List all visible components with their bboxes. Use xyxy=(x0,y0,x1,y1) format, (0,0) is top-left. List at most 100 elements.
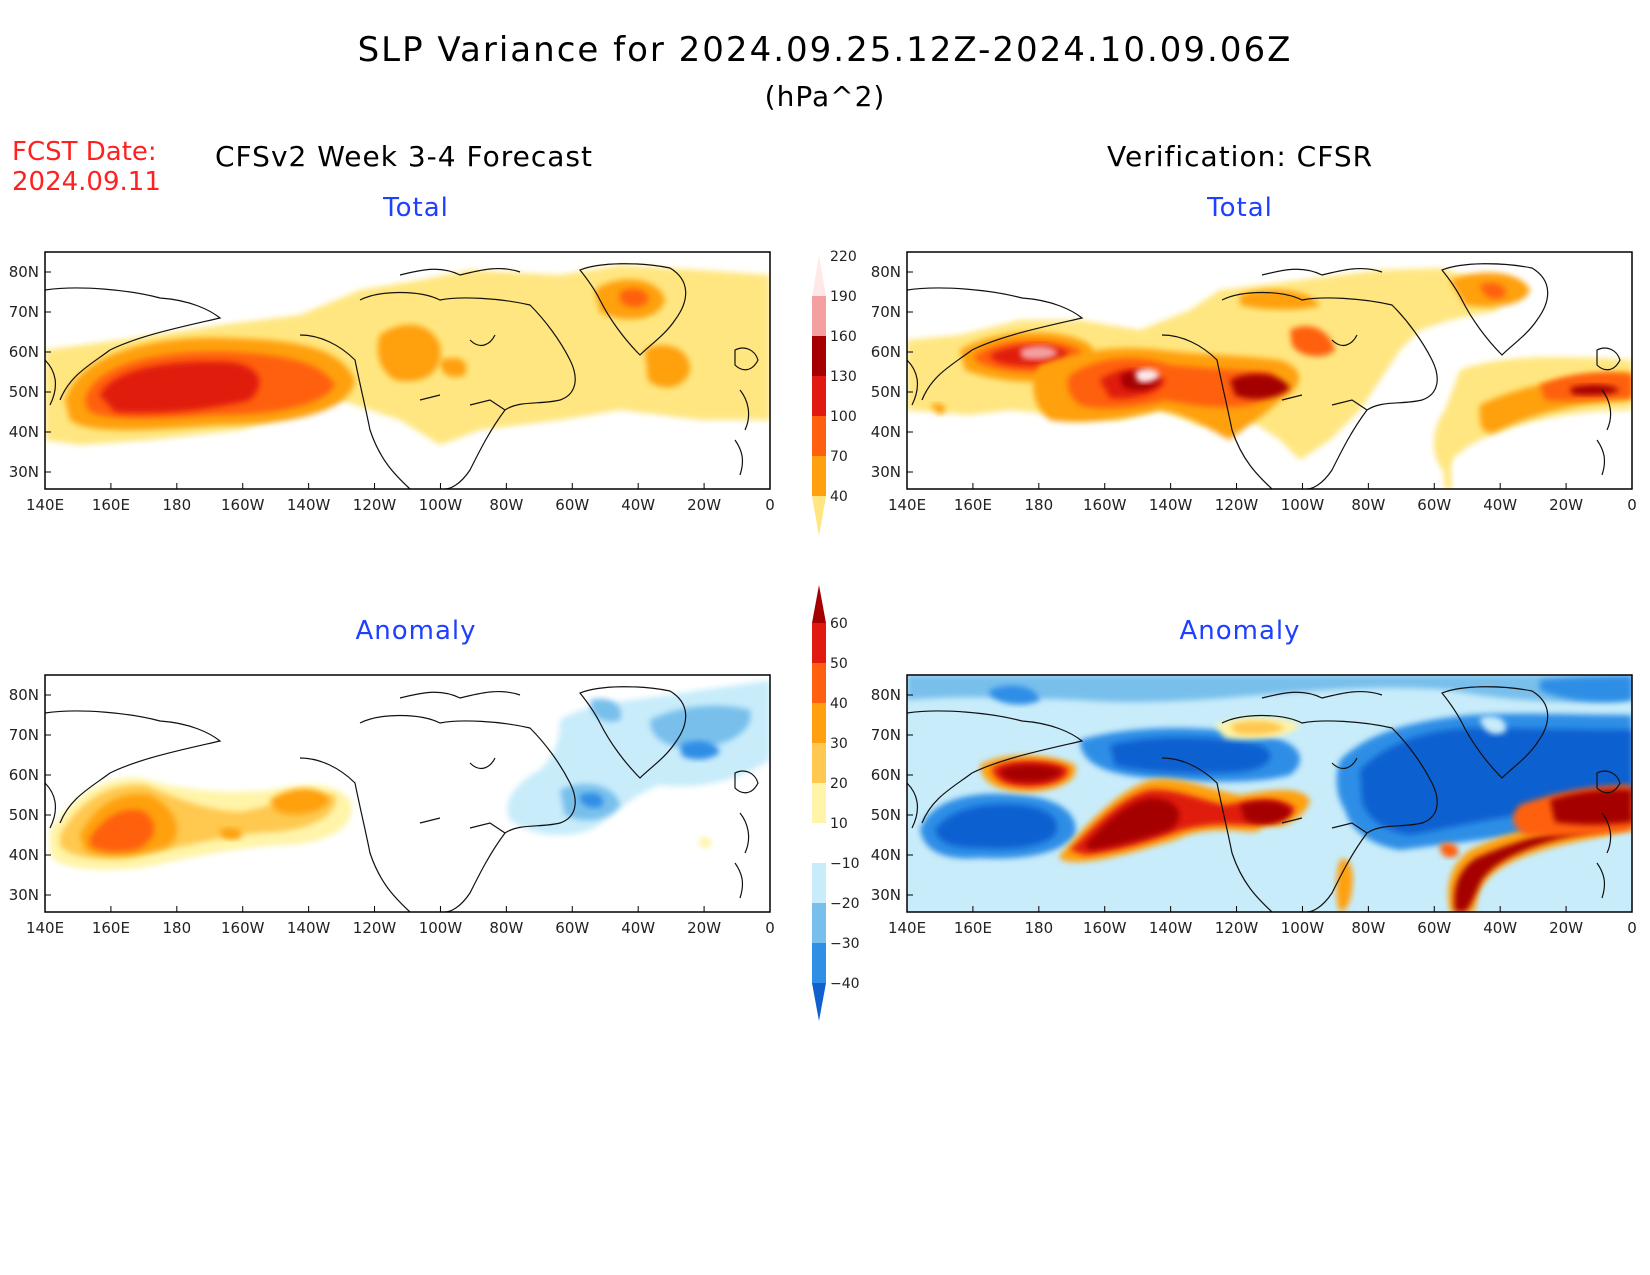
anomaly-colorbar: −40 −30 −20 −10 10 20 30 40 50 60 xyxy=(812,585,860,1021)
lon-tick-label: 80W xyxy=(489,919,523,937)
lat-tick-label: 30N xyxy=(871,463,901,481)
colorbar-tick-label: 160 xyxy=(830,329,857,345)
colorbar-tick-label: 100 xyxy=(830,409,857,425)
colorbar-band xyxy=(812,456,826,496)
lat-tick-label: 60N xyxy=(871,343,901,361)
forecast-total-field xyxy=(45,252,770,489)
lon-tick-label: 120W xyxy=(353,919,397,937)
forecast-date-value: 2024.09.11 xyxy=(12,167,161,197)
forecast-date-label: FCST Date: xyxy=(12,137,157,167)
verification-anomaly-lat-ticks: 80N 70N 60N 50N 40N 30N xyxy=(871,686,913,904)
colorbar-tick-label: 10 xyxy=(830,816,848,832)
lat-tick-label: 80N xyxy=(9,263,39,281)
lat-tick-label: 40N xyxy=(871,846,901,864)
forecast-date: FCST Date: 2024.09.11 xyxy=(12,137,161,197)
lon-tick-label: 60W xyxy=(555,496,589,514)
colorbar-tick-label: 130 xyxy=(830,369,857,385)
lon-tick-label: 60W xyxy=(1417,919,1451,937)
forecast-anomaly-frame xyxy=(44,674,771,913)
lon-tick-label: 20W xyxy=(687,496,721,514)
lon-tick-label: 180 xyxy=(162,496,191,514)
forecast-total-frame xyxy=(44,251,771,490)
colorbar-band xyxy=(812,336,826,376)
lon-tick-label: 180 xyxy=(162,919,191,937)
lon-tick-label: 160E xyxy=(92,919,130,937)
lon-tick-label: 120W xyxy=(1215,496,1259,514)
colorbar-tick-label: −40 xyxy=(830,976,860,992)
lon-tick-label: 160W xyxy=(1083,496,1127,514)
lon-tick-label: 160W xyxy=(221,496,265,514)
lon-tick-label: 140E xyxy=(888,496,926,514)
verification-anomaly-frame xyxy=(906,674,1633,913)
verification-anomaly-lon-ticks: 140E 160E 180 160W 140W 120W 100W 80W 60W 40W 20W 0 xyxy=(888,906,1637,937)
colorbar-band xyxy=(812,663,826,703)
colorbar-band xyxy=(812,416,826,456)
verification-anomaly-map: 140E 160E 180 160W 140W 120W 100W 80W 60W 40W 20W 0… xyxy=(871,674,1637,937)
colorbar-tick-label: 60 xyxy=(830,616,848,632)
lat-tick-label: 40N xyxy=(9,846,39,864)
lon-tick-label: 20W xyxy=(1549,496,1583,514)
lon-tick-label: 80W xyxy=(1351,919,1385,937)
lat-tick-label: 50N xyxy=(871,383,901,401)
colorbar-tick-label: 40 xyxy=(830,489,848,505)
lon-tick-label: 160E xyxy=(954,496,992,514)
lon-tick-label: 140E xyxy=(888,919,926,937)
lon-tick-label: 0 xyxy=(765,496,775,514)
lat-tick-label: 60N xyxy=(9,766,39,784)
lat-tick-label: 50N xyxy=(9,806,39,824)
lat-tick-label: 50N xyxy=(871,806,901,824)
lat-tick-label: 80N xyxy=(9,686,39,704)
colorbar-low-extension xyxy=(812,496,826,536)
forecast-total-lat-ticks: 80N 70N 60N 50N 40N 30N xyxy=(9,263,51,481)
forecast-anomaly-coastlines xyxy=(45,686,759,912)
verification-total-lat-ticks: 80N 70N 60N 50N 40N 30N xyxy=(871,263,913,481)
verification-anomaly-coastlines xyxy=(907,686,1621,912)
colorbar-band xyxy=(812,943,826,983)
lon-tick-label: 160E xyxy=(92,496,130,514)
lon-tick-label: 80W xyxy=(1351,496,1385,514)
lat-tick-label: 30N xyxy=(871,886,901,904)
lon-tick-label: 160W xyxy=(221,919,265,937)
verification-anomaly-field xyxy=(907,675,1632,912)
verification-total-coastlines xyxy=(907,263,1621,489)
lon-tick-label: 140W xyxy=(1149,919,1193,937)
lon-tick-label: 40W xyxy=(621,496,655,514)
colorbar-high-extension xyxy=(812,585,826,623)
forecast-anomaly-field xyxy=(45,675,770,912)
lat-tick-label: 30N xyxy=(9,463,39,481)
forecast-column-title: CFSv2 Week 3-4 Forecast xyxy=(215,140,593,173)
colorbar-band xyxy=(812,823,826,863)
colorbar-band xyxy=(812,783,826,823)
colorbar-tick-label: 30 xyxy=(830,736,848,752)
lon-tick-label: 20W xyxy=(1549,919,1583,937)
lon-tick-label: 80W xyxy=(489,496,523,514)
lon-tick-label: 180 xyxy=(1024,919,1053,937)
lon-tick-label: 140E xyxy=(26,496,64,514)
lon-tick-label: 120W xyxy=(353,496,397,514)
lon-tick-label: 160E xyxy=(954,919,992,937)
figure-title: SLP Variance for 2024.09.25.12Z-2024.10.… xyxy=(357,30,1293,70)
lat-tick-label: 40N xyxy=(9,423,39,441)
verification-total-field xyxy=(907,252,1632,489)
lon-tick-label: 140W xyxy=(1149,496,1193,514)
verification-total-map: 140E 160E 180 160W 140W 120W 100W 80W 60W 40W 20W 0… xyxy=(871,251,1637,514)
lon-tick-label: 160W xyxy=(1083,919,1127,937)
colorbar-tick-label: −20 xyxy=(830,896,860,912)
lon-tick-label: 180 xyxy=(1024,496,1053,514)
lat-tick-label: 70N xyxy=(871,726,901,744)
forecast-anomaly-lon-ticks: 140E 160E 180 160W 140W 120W 100W 80W 60W 40W 20W 0 xyxy=(26,906,775,937)
lat-tick-label: 70N xyxy=(9,726,39,744)
colorbar-band xyxy=(812,743,826,783)
verification-anomaly-title: Anomaly xyxy=(1179,616,1301,646)
forecast-total-lon-ticks: 140E 160E 180 160W 140W 120W 100W 80W 60W 40W 20W 0 xyxy=(26,483,775,514)
colorbar-band xyxy=(812,623,826,663)
lat-tick-label: 70N xyxy=(871,303,901,321)
lon-tick-label: 100W xyxy=(1281,919,1325,937)
colorbar-band xyxy=(812,376,826,416)
colorbar-tick-label: 40 xyxy=(830,696,848,712)
lat-tick-label: 30N xyxy=(9,886,39,904)
lat-tick-label: 60N xyxy=(9,343,39,361)
colorbar-high-extension xyxy=(812,256,826,296)
lon-tick-label: 120W xyxy=(1215,919,1259,937)
lat-tick-label: 40N xyxy=(871,423,901,441)
